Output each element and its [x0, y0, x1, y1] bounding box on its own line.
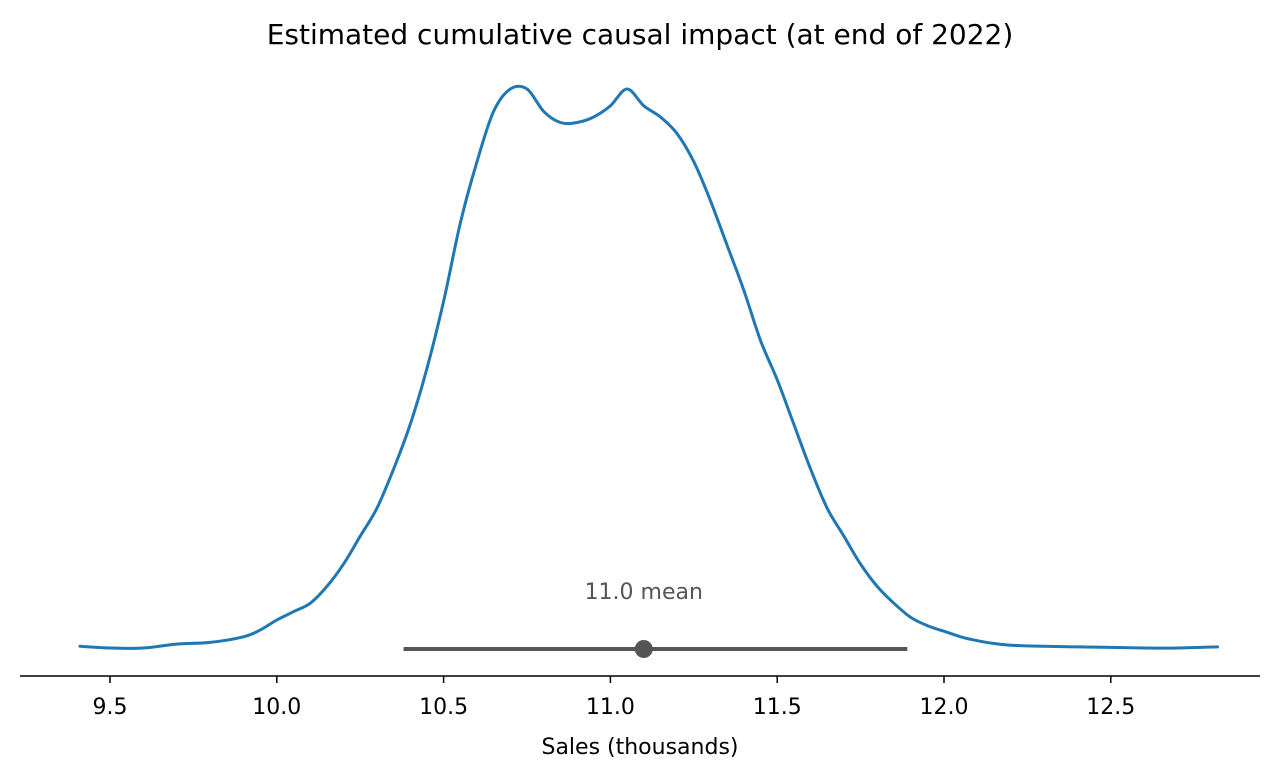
x-tick-label: 10.0 — [252, 695, 301, 720]
chart-title: Estimated cumulative causal impact (at e… — [267, 18, 1014, 51]
mean-label: 11.0 mean — [585, 580, 703, 605]
x-tick-label: 11.0 — [586, 695, 635, 720]
x-tick-label: 12.0 — [920, 695, 969, 720]
x-axis-ticks: 9.5 10.0 10.5 11.0 11.5 12.0 12.5 — [93, 676, 1135, 720]
x-axis-label: Sales (thousands) — [541, 735, 738, 760]
density-curve — [78, 84, 1220, 650]
x-tick-label: 11.5 — [753, 695, 802, 720]
x-tick-label: 12.5 — [1086, 695, 1135, 720]
x-tick-label: 10.5 — [419, 695, 468, 720]
plot-area: 11.0 mean — [78, 84, 1220, 658]
x-tick-label: 9.5 — [93, 695, 128, 720]
mean-point — [634, 640, 653, 658]
